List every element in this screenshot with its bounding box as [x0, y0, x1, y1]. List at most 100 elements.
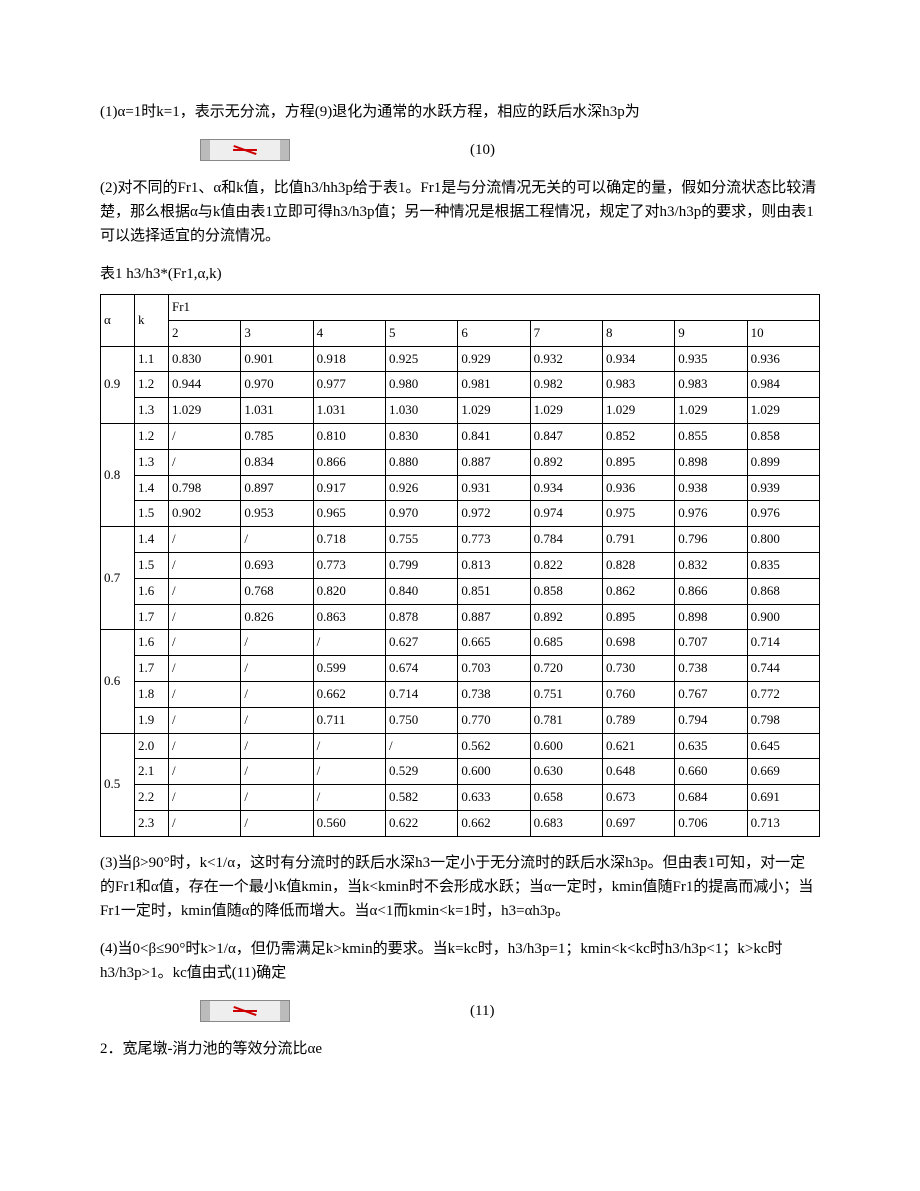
cell-value: 1.031 [313, 398, 385, 424]
th-alpha: α [101, 295, 135, 347]
cell-value: 0.887 [458, 604, 530, 630]
cell-value: 0.934 [602, 346, 674, 372]
paragraph-4: (4)当0<β≤90°时k>1/α，但仍需满足k>kmin的要求。当k=kc时，… [100, 937, 820, 985]
cell-value: 0.975 [602, 501, 674, 527]
cell-value: 0.982 [530, 372, 602, 398]
cell-value: 0.691 [747, 785, 819, 811]
cell-value: 0.529 [385, 759, 457, 785]
cell-value: 0.665 [458, 630, 530, 656]
cell-value: 0.744 [747, 656, 819, 682]
cell-value: 0.645 [747, 733, 819, 759]
cell-value: 0.785 [241, 423, 313, 449]
cell-value: 0.935 [675, 346, 747, 372]
cell-value: 0.738 [458, 681, 530, 707]
cell-value: 1.029 [602, 398, 674, 424]
table-row: 1.6/0.7680.8200.8400.8510.8580.8620.8660… [101, 578, 820, 604]
cell-value: 0.707 [675, 630, 747, 656]
cell-value: 0.713 [747, 810, 819, 836]
cell-value: 0.693 [241, 552, 313, 578]
cell-value: 0.830 [169, 346, 241, 372]
cell-value: 0.841 [458, 423, 530, 449]
cell-value: 0.599 [313, 656, 385, 682]
cell-k: 1.8 [135, 681, 169, 707]
cell-value: / [313, 759, 385, 785]
cell-value: 0.895 [602, 604, 674, 630]
cell-value: / [169, 604, 241, 630]
cell-value: 0.662 [313, 681, 385, 707]
cell-value: 0.600 [458, 759, 530, 785]
cell-value: / [169, 707, 241, 733]
cell-value: 0.929 [458, 346, 530, 372]
cell-value: 0.800 [747, 527, 819, 553]
cell-value: 0.863 [313, 604, 385, 630]
cell-value: 0.673 [602, 785, 674, 811]
table-row: 0.81.2/0.7850.8100.8300.8410.8470.8520.8… [101, 423, 820, 449]
cell-value: 0.895 [602, 449, 674, 475]
cell-value: 0.932 [530, 346, 602, 372]
table-row: 1.31.0291.0311.0311.0301.0291.0291.0291.… [101, 398, 820, 424]
equation-11-number: (11) [470, 999, 494, 1023]
cell-value: 0.685 [530, 630, 602, 656]
cell-alpha: 0.5 [101, 733, 135, 836]
cell-value: / [241, 656, 313, 682]
cell-value: 0.714 [747, 630, 819, 656]
cell-value: 1.029 [530, 398, 602, 424]
cell-value: 0.980 [385, 372, 457, 398]
th-fr1-col: 6 [458, 320, 530, 346]
paragraph-5: 2．宽尾墩-消力池的等效分流比αe [100, 1037, 820, 1061]
cell-k: 1.9 [135, 707, 169, 733]
cell-value: 0.976 [747, 501, 819, 527]
cell-value: 0.648 [602, 759, 674, 785]
table-row: 1.7/0.8260.8630.8780.8870.8920.8950.8980… [101, 604, 820, 630]
cell-value: 0.934 [530, 475, 602, 501]
cell-value: / [169, 578, 241, 604]
table-caption: 表1 h3/h3*(Fr1,α,k) [100, 262, 820, 286]
cell-value: / [241, 785, 313, 811]
cell-k: 2.2 [135, 785, 169, 811]
th-fr1-col: 9 [675, 320, 747, 346]
cell-value: 0.972 [458, 501, 530, 527]
cell-value: 0.760 [602, 681, 674, 707]
cell-value: 0.627 [385, 630, 457, 656]
paragraph-2: (2)对不同的Fr1、α和k值，比值h3/hh3p给于表1。Fr1是与分流情况无… [100, 176, 820, 248]
cell-value: / [241, 527, 313, 553]
cell-value: 0.582 [385, 785, 457, 811]
cell-value: 1.029 [169, 398, 241, 424]
cell-value: 0.981 [458, 372, 530, 398]
cell-value: 0.813 [458, 552, 530, 578]
paragraph-3: (3)当β>90°时，k<1/α，这时有分流时的跃后水深h3一定小于无分流时的跃… [100, 851, 820, 923]
cell-value: 0.799 [385, 552, 457, 578]
cell-value: / [241, 681, 313, 707]
table-row: 1.20.9440.9700.9770.9800.9810.9820.9830.… [101, 372, 820, 398]
table-row: 1.3/0.8340.8660.8800.8870.8920.8950.8980… [101, 449, 820, 475]
cell-alpha: 0.7 [101, 527, 135, 630]
cell-value: 0.751 [530, 681, 602, 707]
cell-value: 0.974 [530, 501, 602, 527]
th-fr1-col: 8 [602, 320, 674, 346]
cell-value: 0.706 [675, 810, 747, 836]
cell-value: 0.794 [675, 707, 747, 733]
cell-value: 0.781 [530, 707, 602, 733]
cell-value: 0.674 [385, 656, 457, 682]
cell-value: / [169, 527, 241, 553]
cell-value: 0.965 [313, 501, 385, 527]
cell-k: 1.6 [135, 578, 169, 604]
cell-value: 0.851 [458, 578, 530, 604]
cell-k: 2.0 [135, 733, 169, 759]
table-row: 2.2///0.5820.6330.6580.6730.6840.691 [101, 785, 820, 811]
table-row: 2.3//0.5600.6220.6620.6830.6970.7060.713 [101, 810, 820, 836]
cell-value: / [241, 810, 313, 836]
cell-value: 0.970 [385, 501, 457, 527]
table-row: 2.1///0.5290.6000.6300.6480.6600.669 [101, 759, 820, 785]
cell-value: 0.683 [530, 810, 602, 836]
cell-value: 0.840 [385, 578, 457, 604]
cell-value: 0.820 [313, 578, 385, 604]
cell-value: 0.892 [530, 449, 602, 475]
cell-value: 0.925 [385, 346, 457, 372]
th-fr1-col: 5 [385, 320, 457, 346]
cell-value: 0.852 [602, 423, 674, 449]
cell-value: 0.887 [458, 449, 530, 475]
cell-value: / [241, 733, 313, 759]
cell-value: 0.633 [458, 785, 530, 811]
cell-value: 0.660 [675, 759, 747, 785]
